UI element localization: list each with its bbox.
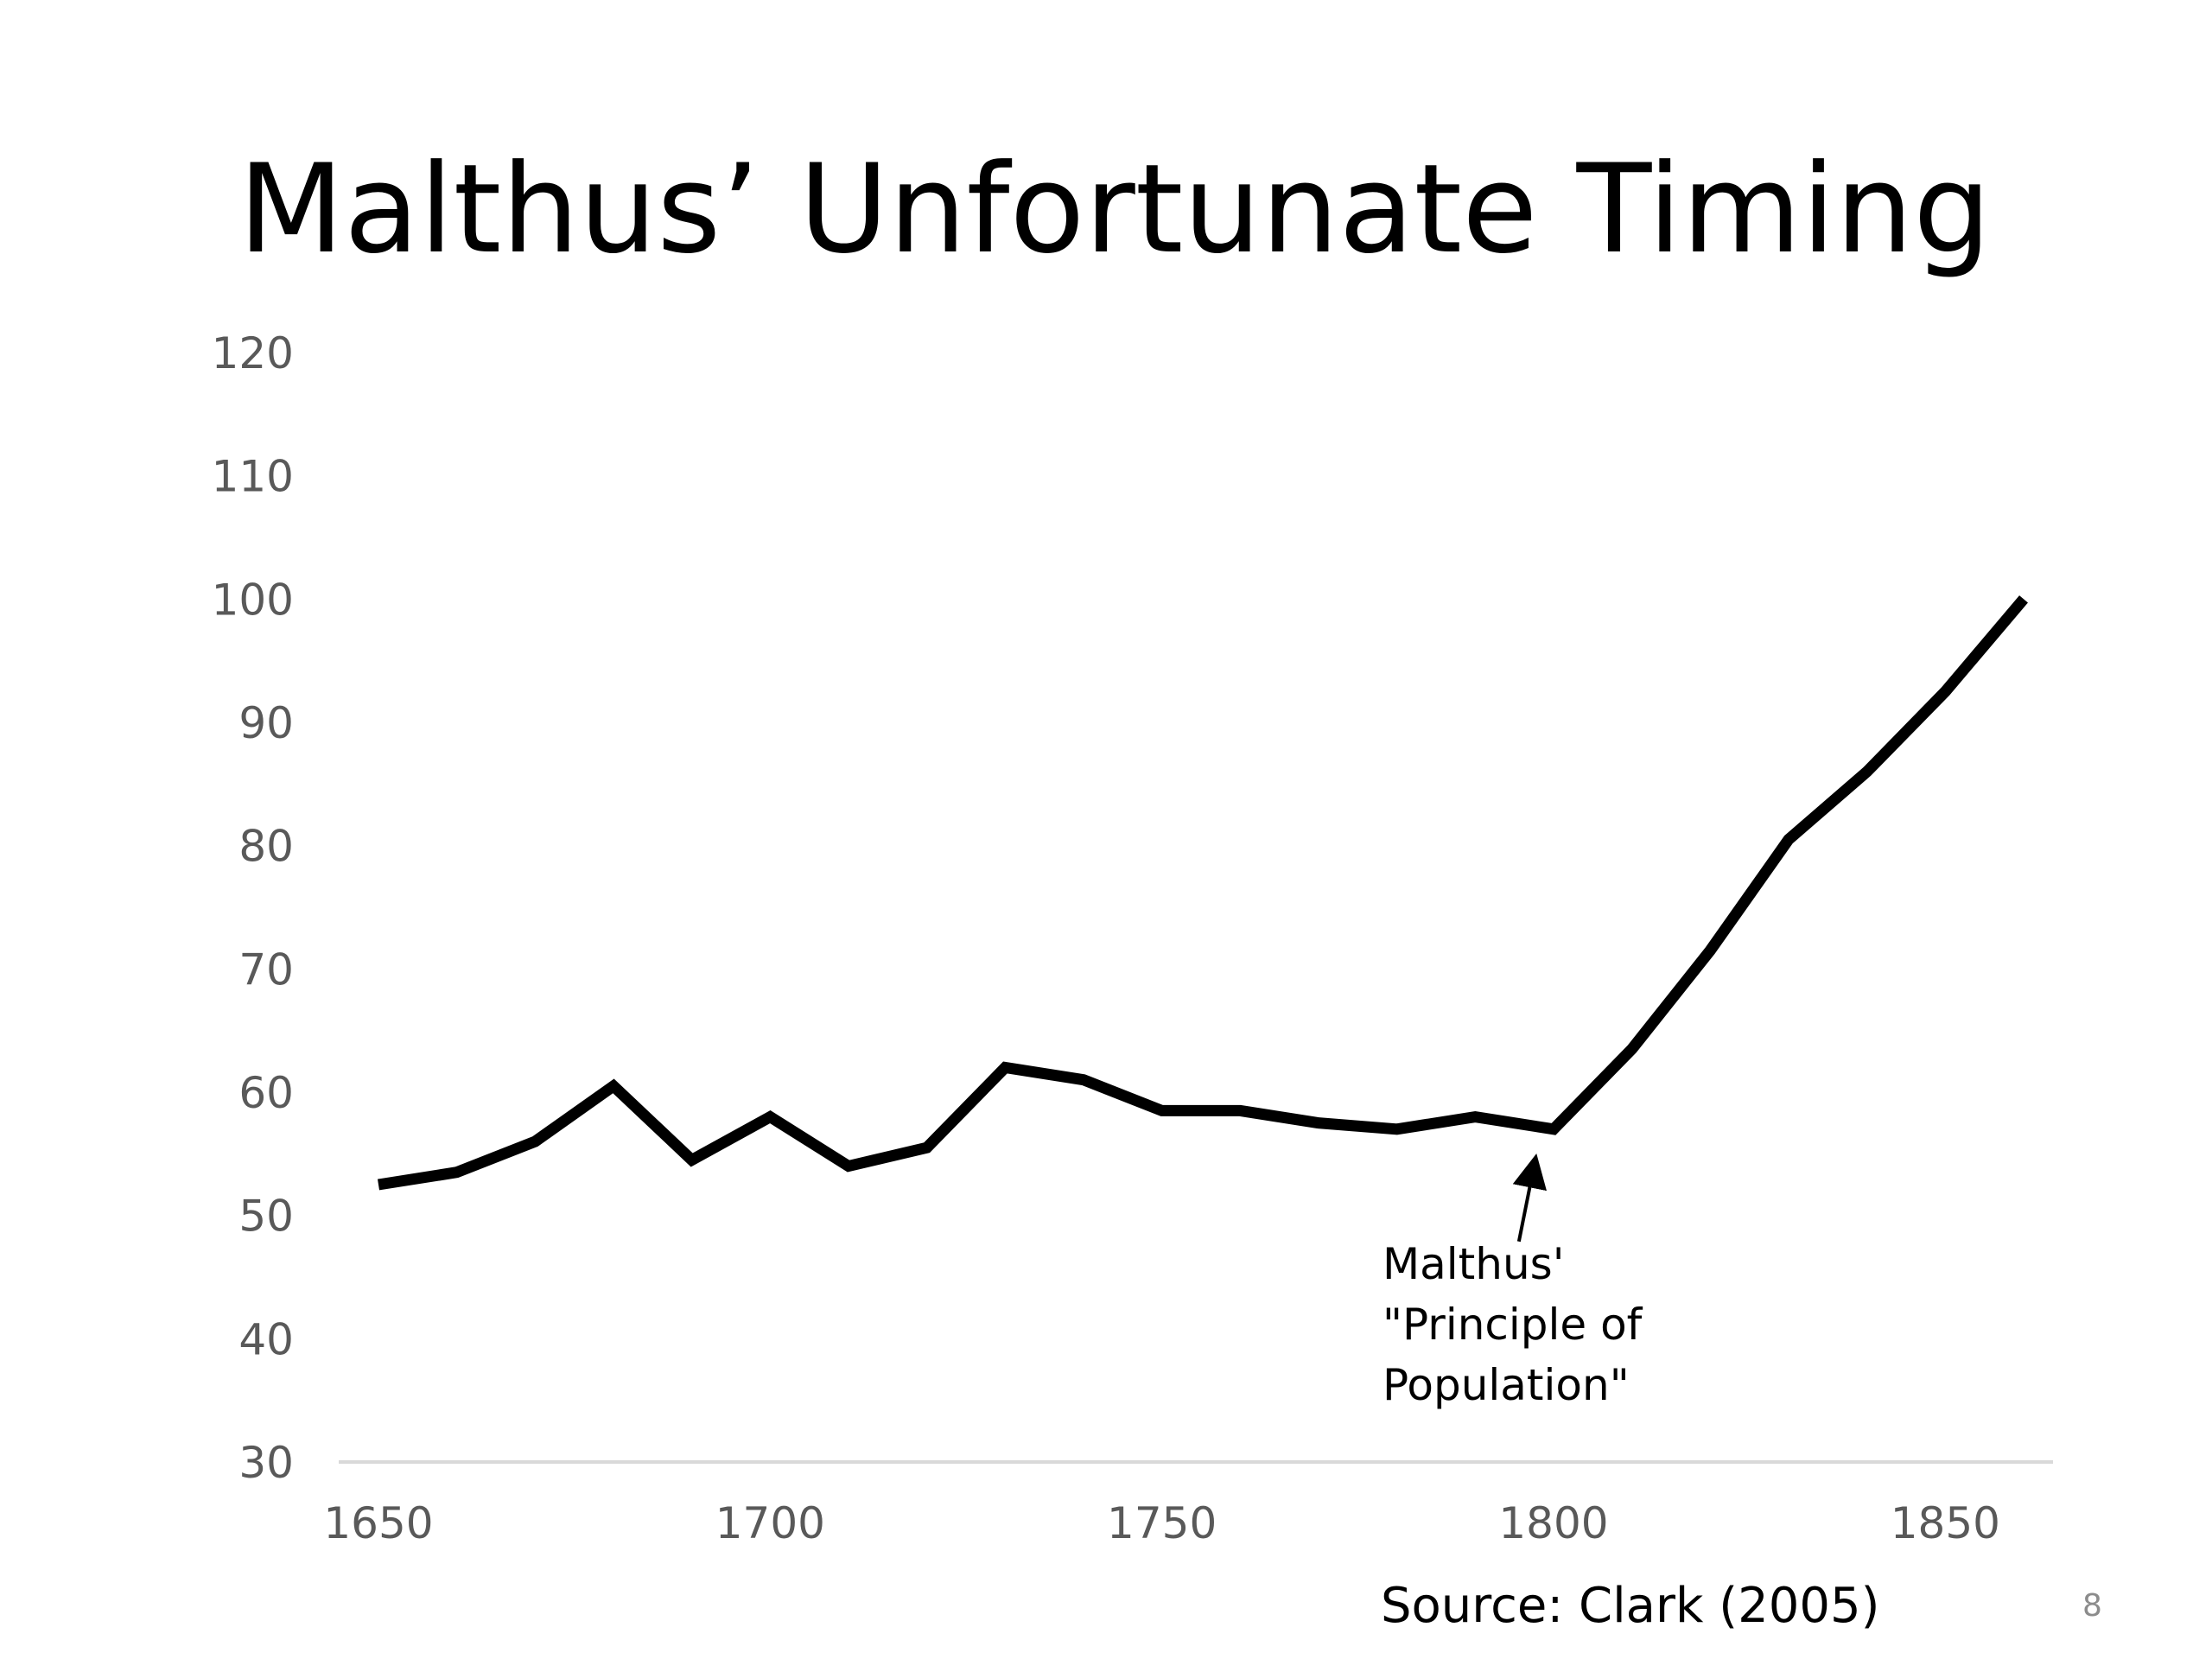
x-tick-label: 1800	[1498, 1498, 1608, 1548]
y-tick-label: 80	[238, 822, 294, 872]
annotation-text: "Principle of	[1382, 1300, 1643, 1350]
source-note: Source: Clark (2005)	[1381, 1578, 1880, 1634]
annotation-text: Malthus'	[1382, 1239, 1564, 1289]
annotation-arrow	[1512, 1154, 1547, 1243]
y-tick-label: 120	[212, 328, 294, 378]
x-tick-label: 1850	[1891, 1498, 2000, 1548]
y-tick-label: 110	[212, 452, 294, 502]
y-tick-label: 50	[238, 1192, 294, 1242]
y-tick-label: 100	[212, 575, 294, 625]
page-number: 8	[2082, 1588, 2102, 1624]
slide-title: Malthus’ Unfortunate Timing	[238, 138, 1992, 281]
y-tick-label: 70	[238, 944, 294, 995]
x-tick-label: 1750	[1107, 1498, 1217, 1548]
y-tick-label: 40	[238, 1314, 294, 1364]
y-tick-label: 60	[238, 1068, 294, 1118]
series-line	[377, 595, 2028, 1191]
x-tick-label: 1700	[715, 1498, 825, 1548]
y-tick-label: 30	[238, 1438, 294, 1488]
annotation-text: Population"	[1382, 1360, 1630, 1410]
y-tick-label: 90	[238, 698, 294, 748]
x-tick-label: 1650	[323, 1498, 433, 1548]
